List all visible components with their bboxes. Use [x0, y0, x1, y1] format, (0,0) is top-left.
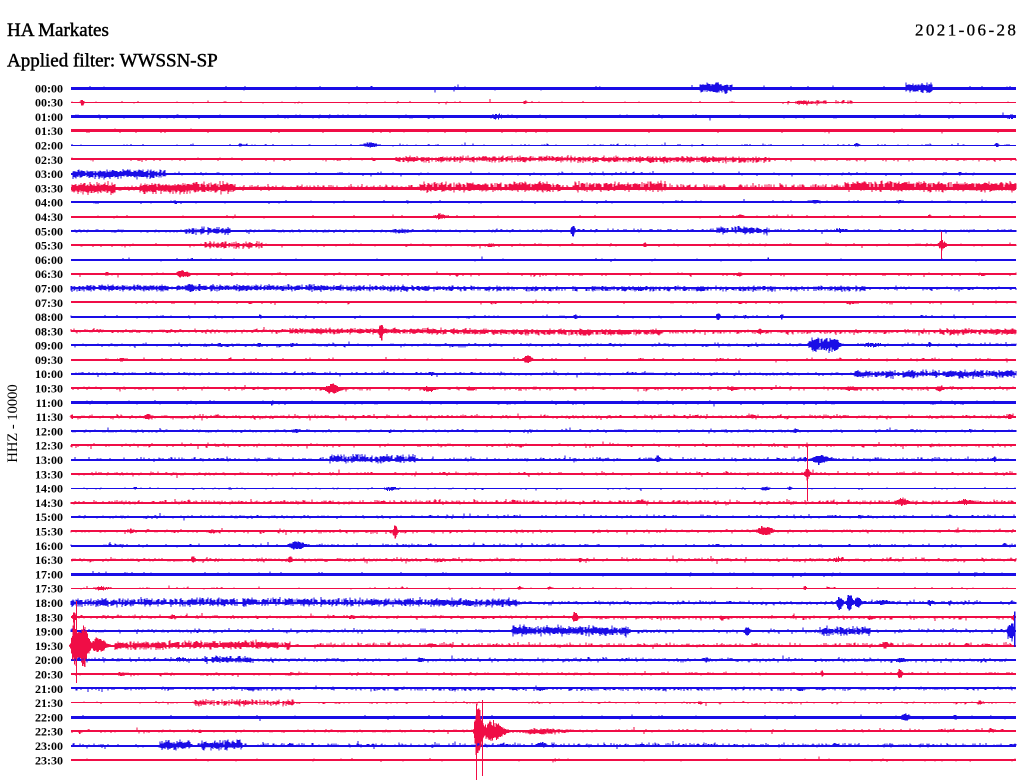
svg-text:03:00: 03:00 — [35, 167, 63, 181]
svg-text:15:30: 15:30 — [35, 525, 63, 539]
svg-text:02:00: 02:00 — [35, 139, 63, 153]
svg-text:14:00: 14:00 — [35, 482, 63, 496]
svg-text:16:30: 16:30 — [35, 553, 63, 567]
svg-text:20:30: 20:30 — [35, 668, 63, 682]
svg-text:09:30: 09:30 — [35, 353, 63, 367]
svg-text:23:00: 23:00 — [35, 739, 63, 753]
svg-text:21:30: 21:30 — [35, 696, 63, 710]
svg-text:17:00: 17:00 — [35, 567, 63, 581]
svg-text:18:30: 18:30 — [35, 610, 63, 624]
svg-text:00:00: 00:00 — [35, 81, 63, 95]
svg-text:20:00: 20:00 — [35, 653, 63, 667]
svg-text:Applied filter: WWSSN-SP: Applied filter: WWSSN-SP — [7, 51, 218, 72]
svg-text:2021-06-28: 2021-06-28 — [915, 21, 1018, 40]
svg-text:10:30: 10:30 — [35, 382, 63, 396]
svg-text:19:00: 19:00 — [35, 625, 63, 639]
svg-text:05:30: 05:30 — [35, 239, 63, 253]
svg-text:22:00: 22:00 — [35, 710, 63, 724]
svg-text:00:30: 00:30 — [35, 96, 63, 110]
svg-text:08:00: 08:00 — [35, 310, 63, 324]
svg-text:04:30: 04:30 — [35, 210, 63, 224]
svg-text:12:30: 12:30 — [35, 439, 63, 453]
svg-text:11:30: 11:30 — [36, 410, 63, 424]
svg-text:01:00: 01:00 — [35, 110, 63, 124]
svg-text:13:00: 13:00 — [35, 453, 63, 467]
svg-text:23:30: 23:30 — [35, 753, 63, 767]
svg-text:17:30: 17:30 — [35, 582, 63, 596]
svg-text:12:00: 12:00 — [35, 424, 63, 438]
svg-text:15:00: 15:00 — [35, 510, 63, 524]
svg-text:21:00: 21:00 — [35, 682, 63, 696]
svg-text:11:00: 11:00 — [36, 396, 63, 410]
svg-text:HA Markates: HA Markates — [7, 20, 109, 41]
svg-text:10:00: 10:00 — [35, 367, 63, 381]
svg-text:02:30: 02:30 — [35, 153, 63, 167]
svg-text:13:30: 13:30 — [35, 467, 63, 481]
svg-text:HHZ - 10000: HHZ - 10000 — [5, 384, 21, 462]
svg-text:16:00: 16:00 — [35, 539, 63, 553]
svg-text:03:30: 03:30 — [35, 181, 63, 195]
svg-text:07:00: 07:00 — [35, 282, 63, 296]
svg-text:14:30: 14:30 — [35, 496, 63, 510]
svg-text:04:00: 04:00 — [35, 196, 63, 210]
svg-text:06:30: 06:30 — [35, 267, 63, 281]
svg-text:18:00: 18:00 — [35, 596, 63, 610]
svg-text:08:30: 08:30 — [35, 324, 63, 338]
svg-text:22:30: 22:30 — [35, 725, 63, 739]
svg-text:06:00: 06:00 — [35, 253, 63, 267]
svg-text:07:30: 07:30 — [35, 296, 63, 310]
svg-text:19:30: 19:30 — [35, 639, 63, 653]
svg-text:01:30: 01:30 — [35, 124, 63, 138]
svg-text:09:00: 09:00 — [35, 339, 63, 353]
svg-text:05:00: 05:00 — [35, 224, 63, 238]
